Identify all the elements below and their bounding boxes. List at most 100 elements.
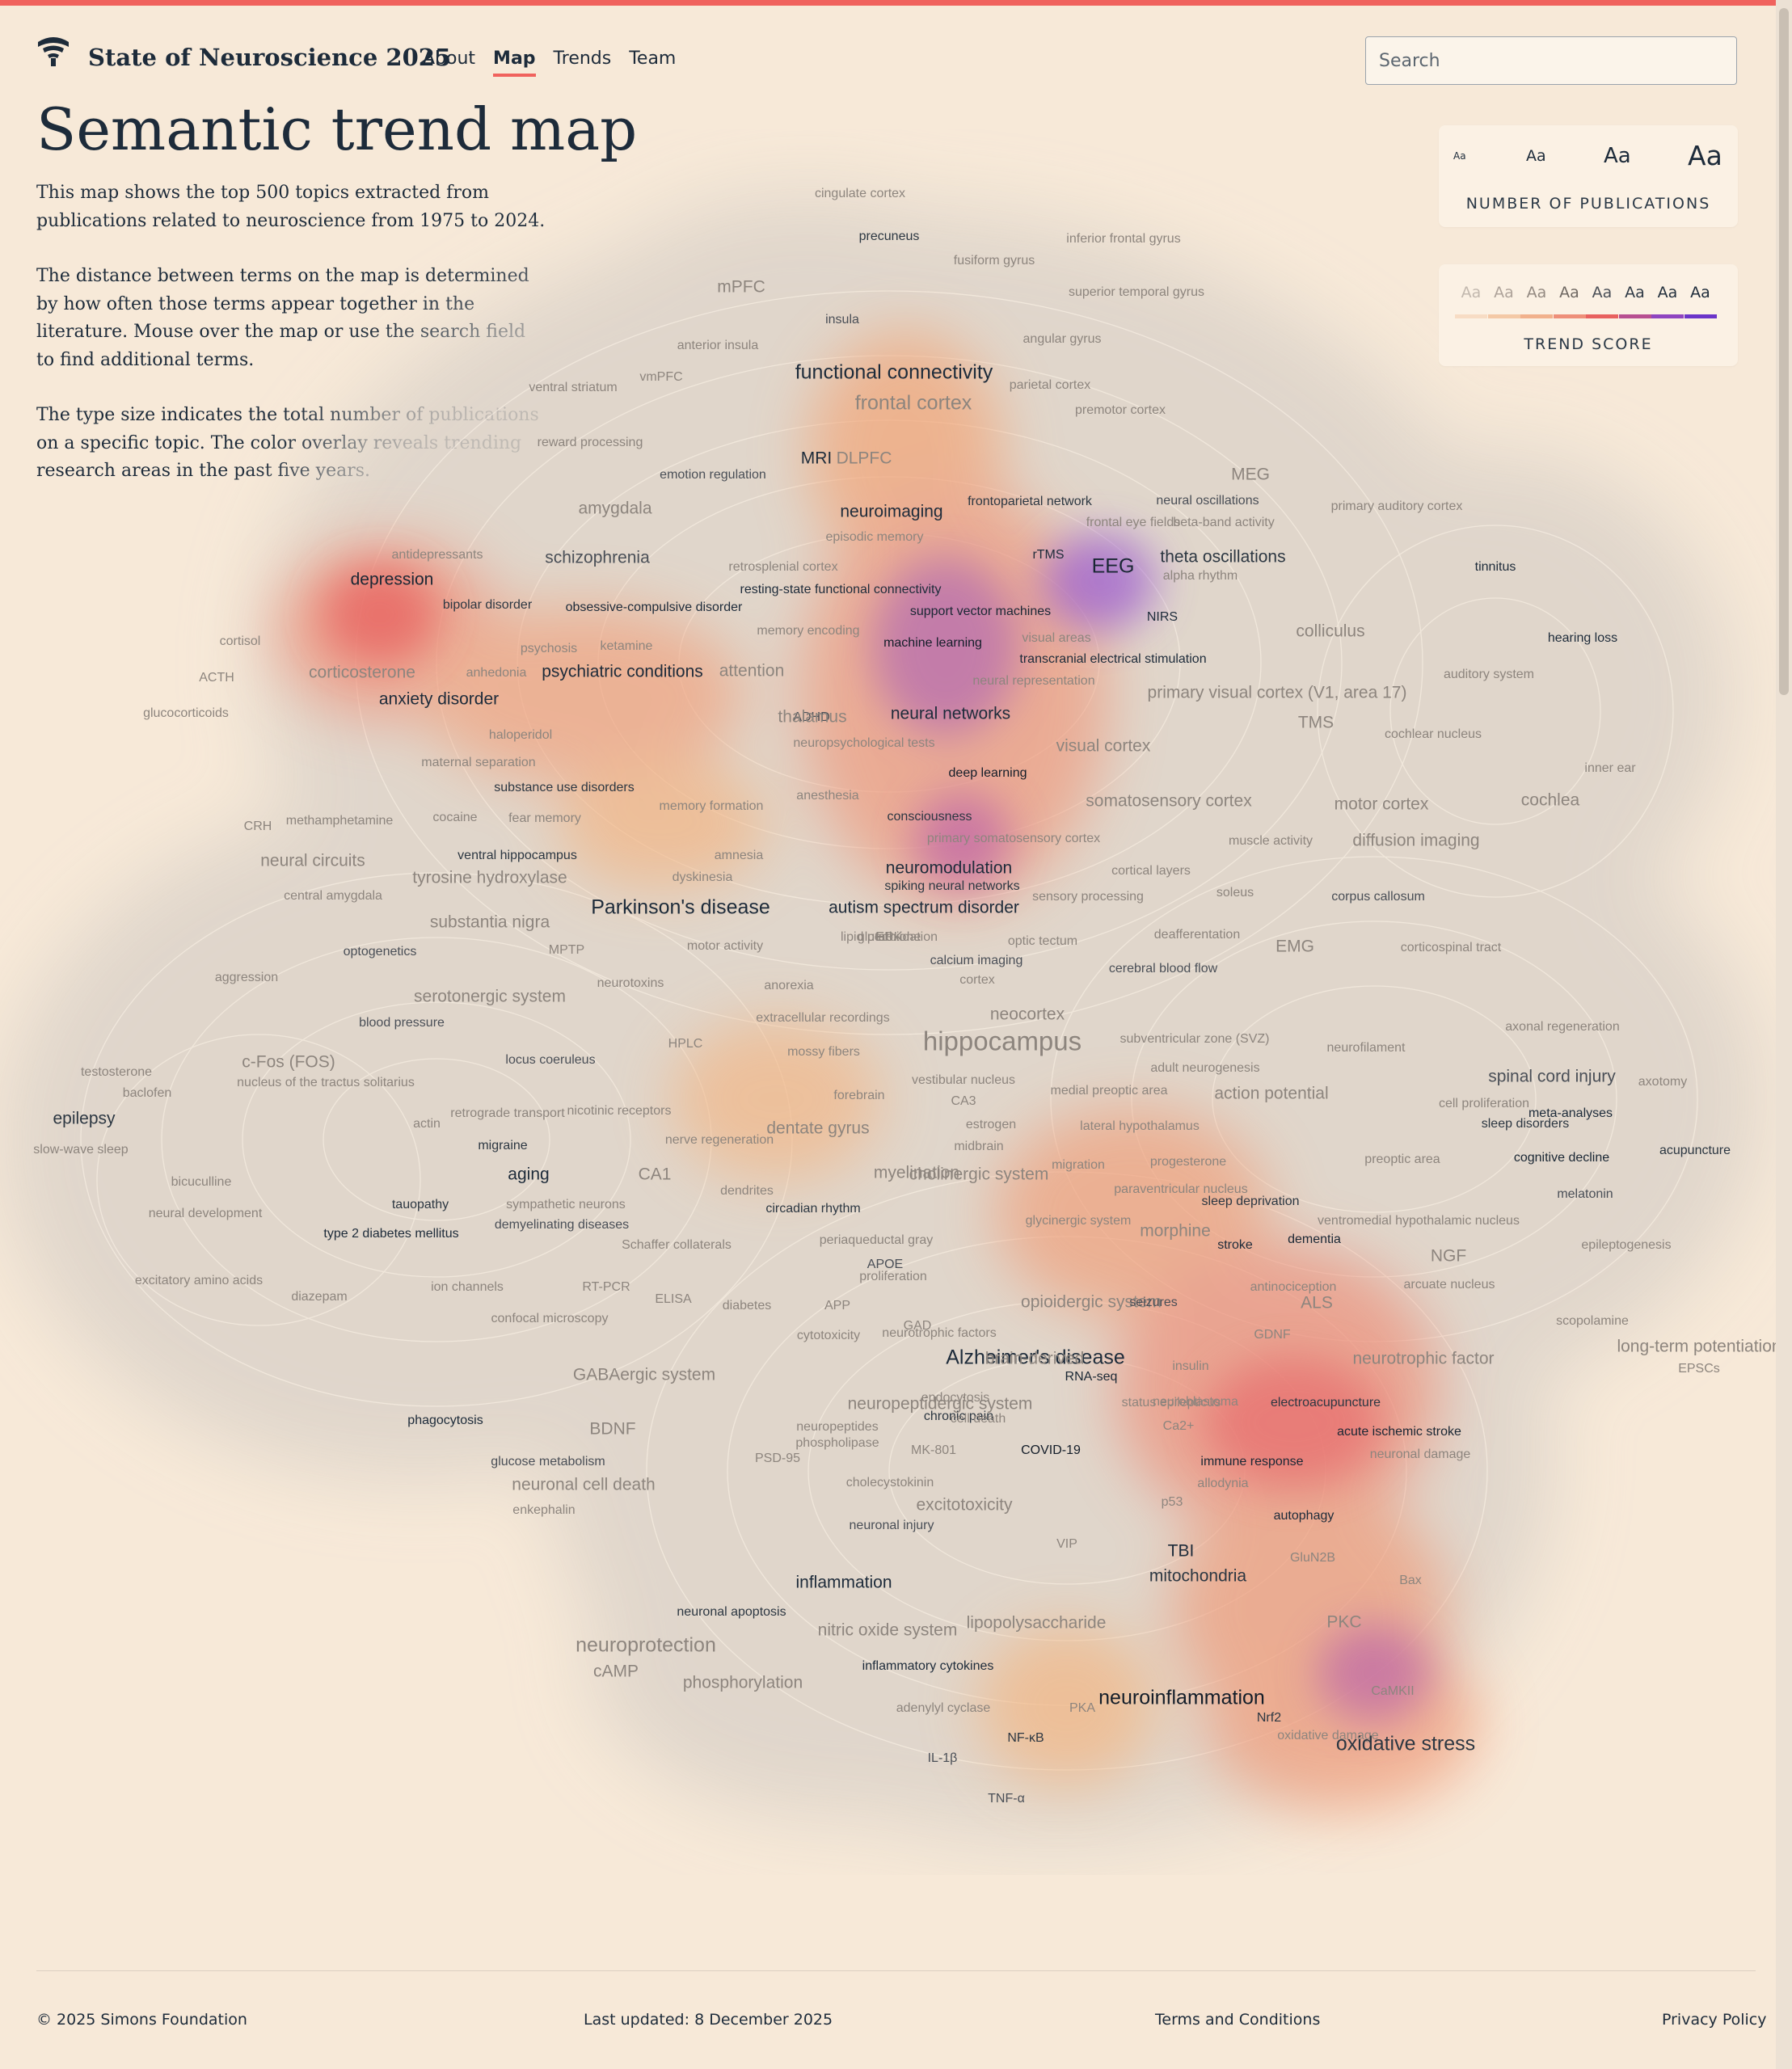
- map-term[interactable]: allodynia: [1197, 1477, 1248, 1490]
- map-term[interactable]: corticosterone: [309, 664, 415, 682]
- map-term[interactable]: ADHD: [793, 710, 829, 724]
- map-term[interactable]: frontal eye fields: [1086, 516, 1181, 529]
- map-term[interactable]: neural representation: [972, 674, 1094, 688]
- map-term[interactable]: CRH: [244, 820, 272, 833]
- map-term[interactable]: cortisol: [220, 634, 261, 648]
- map-term[interactable]: obsessive-compulsive disorder: [566, 600, 743, 614]
- map-term[interactable]: mitochondria: [1149, 1567, 1247, 1586]
- map-term[interactable]: PKC: [1326, 1613, 1361, 1632]
- map-term[interactable]: visual areas: [1022, 631, 1090, 645]
- footer-terms-link[interactable]: Terms and Conditions: [1155, 2011, 1321, 2029]
- map-term[interactable]: glucocorticoids: [143, 706, 229, 720]
- map-term[interactable]: serotonergic system: [414, 988, 566, 1006]
- map-term[interactable]: mossy fibers: [787, 1045, 860, 1059]
- map-term[interactable]: cochlea: [1521, 791, 1580, 810]
- map-term[interactable]: central amygdala: [284, 889, 382, 903]
- map-term[interactable]: phagocytosis: [407, 1414, 483, 1427]
- map-term[interactable]: type 2 diabetes mellitus: [323, 1227, 458, 1241]
- map-term[interactable]: adenylyl cyclase: [896, 1701, 991, 1715]
- map-term[interactable]: MK-801: [911, 1443, 956, 1457]
- map-term[interactable]: auditory system: [1444, 668, 1534, 681]
- map-term[interactable]: insula: [825, 313, 859, 327]
- map-term[interactable]: substantia nigra: [430, 913, 550, 932]
- map-term[interactable]: primary somatosensory cortex: [927, 832, 1100, 845]
- map-term[interactable]: ventral hippocampus: [457, 849, 577, 862]
- scrollbar-thumb[interactable]: [1779, 8, 1789, 695]
- map-term[interactable]: subventricular zone (SVZ): [1120, 1032, 1270, 1046]
- map-term[interactable]: inferior frontal gyrus: [1066, 232, 1180, 246]
- map-term[interactable]: Parkinson's disease: [591, 896, 770, 919]
- map-term[interactable]: VIP: [1056, 1537, 1077, 1551]
- map-term[interactable]: excitatory amino acids: [135, 1274, 263, 1287]
- map-term[interactable]: calcium imaging: [930, 954, 1023, 967]
- map-term[interactable]: motor cortex: [1335, 795, 1429, 814]
- map-term[interactable]: forebrain: [833, 1089, 884, 1102]
- map-term[interactable]: NF-κB: [1007, 1731, 1044, 1745]
- map-term[interactable]: ELISA: [655, 1292, 692, 1306]
- map-term[interactable]: resting-state functional connectivity: [740, 583, 941, 596]
- map-term[interactable]: BDNF: [589, 1420, 635, 1439]
- map-term[interactable]: MRI: [801, 449, 833, 468]
- map-term[interactable]: migration: [1052, 1158, 1105, 1172]
- map-term[interactable]: medial preoptic area: [1051, 1084, 1168, 1098]
- map-term[interactable]: neuroinflammation: [1098, 1687, 1265, 1709]
- map-term[interactable]: sleep disorders: [1482, 1117, 1570, 1131]
- map-term[interactable]: scopolamine: [1556, 1314, 1629, 1328]
- map-term[interactable]: sympathetic neurons: [506, 1198, 626, 1211]
- map-term[interactable]: TMS: [1298, 714, 1334, 732]
- map-term[interactable]: neuronal apoptosis: [677, 1605, 786, 1619]
- map-term[interactable]: methamphetamine: [286, 814, 394, 828]
- map-term[interactable]: neuroimaging: [840, 503, 942, 521]
- map-term[interactable]: diffusion imaging: [1352, 832, 1479, 850]
- map-term[interactable]: consciousness: [888, 810, 972, 824]
- map-term[interactable]: neuropeptidergic system: [848, 1395, 1033, 1414]
- map-term[interactable]: lateral hypothalamus: [1080, 1119, 1200, 1133]
- map-term[interactable]: hearing loss: [1548, 631, 1617, 645]
- map-term[interactable]: thalamus: [778, 708, 846, 727]
- map-term[interactable]: HPLC: [668, 1037, 703, 1051]
- map-term[interactable]: neuroblastoma: [1153, 1395, 1238, 1409]
- map-term[interactable]: amnesia: [715, 849, 764, 862]
- search-input[interactable]: [1365, 36, 1737, 85]
- map-term[interactable]: DLPFC: [837, 449, 892, 468]
- map-term[interactable]: ketamine: [601, 639, 653, 653]
- map-term[interactable]: RT-PCR: [582, 1280, 630, 1294]
- map-term[interactable]: sleep deprivation: [1202, 1195, 1300, 1208]
- map-term[interactable]: support vector machines: [910, 605, 1051, 618]
- map-term[interactable]: corpus callosum: [1331, 890, 1425, 904]
- site-title[interactable]: State of Neuroscience 2025: [88, 44, 452, 71]
- map-term[interactable]: preoptic area: [1364, 1152, 1440, 1166]
- map-term[interactable]: neurofilament: [1327, 1041, 1406, 1055]
- map-term[interactable]: autophagy: [1274, 1509, 1335, 1523]
- map-term[interactable]: progesterone: [1150, 1155, 1226, 1169]
- map-term[interactable]: seizures: [1129, 1296, 1178, 1309]
- map-term[interactable]: GAD: [904, 1319, 932, 1333]
- map-term[interactable]: electroacupuncture: [1271, 1396, 1381, 1410]
- map-term[interactable]: alpha rhythm: [1163, 569, 1238, 583]
- map-term[interactable]: diazepam: [291, 1290, 347, 1304]
- map-term[interactable]: beta-band activity: [1173, 516, 1274, 529]
- map-term[interactable]: autism spectrum disorder: [829, 899, 1019, 917]
- map-term[interactable]: RNA-seq: [1065, 1370, 1118, 1384]
- footer-privacy-link[interactable]: Privacy Policy: [1662, 2011, 1767, 2029]
- map-term[interactable]: episodic memory: [826, 530, 924, 544]
- map-term[interactable]: arcuate nucleus: [1404, 1278, 1495, 1292]
- map-term[interactable]: EMG: [1275, 938, 1314, 956]
- map-term[interactable]: adult neurogenesis: [1150, 1061, 1259, 1075]
- map-term[interactable]: cingulate cortex: [815, 187, 905, 200]
- map-term[interactable]: APOE: [867, 1258, 903, 1271]
- map-term[interactable]: primary auditory cortex: [1331, 499, 1463, 513]
- map-term[interactable]: sensory processing: [1032, 890, 1144, 904]
- map-term[interactable]: glutathione: [858, 930, 921, 944]
- map-term[interactable]: soleus: [1216, 886, 1254, 900]
- map-term[interactable]: neural oscillations: [1156, 494, 1259, 508]
- map-term[interactable]: MPTP: [549, 943, 584, 957]
- map-term[interactable]: long-term potentiation: [1617, 1338, 1778, 1356]
- map-term[interactable]: status epilepticus: [1122, 1396, 1221, 1410]
- map-term[interactable]: retrograde transport: [450, 1106, 565, 1120]
- map-term[interactable]: IL-1β: [928, 1751, 958, 1765]
- map-term[interactable]: spinal cord injury: [1488, 1068, 1616, 1086]
- map-term[interactable]: cognitive decline: [1514, 1151, 1609, 1165]
- map-term[interactable]: NGF: [1431, 1247, 1466, 1266]
- map-term[interactable]: glycinergic system: [1026, 1214, 1132, 1228]
